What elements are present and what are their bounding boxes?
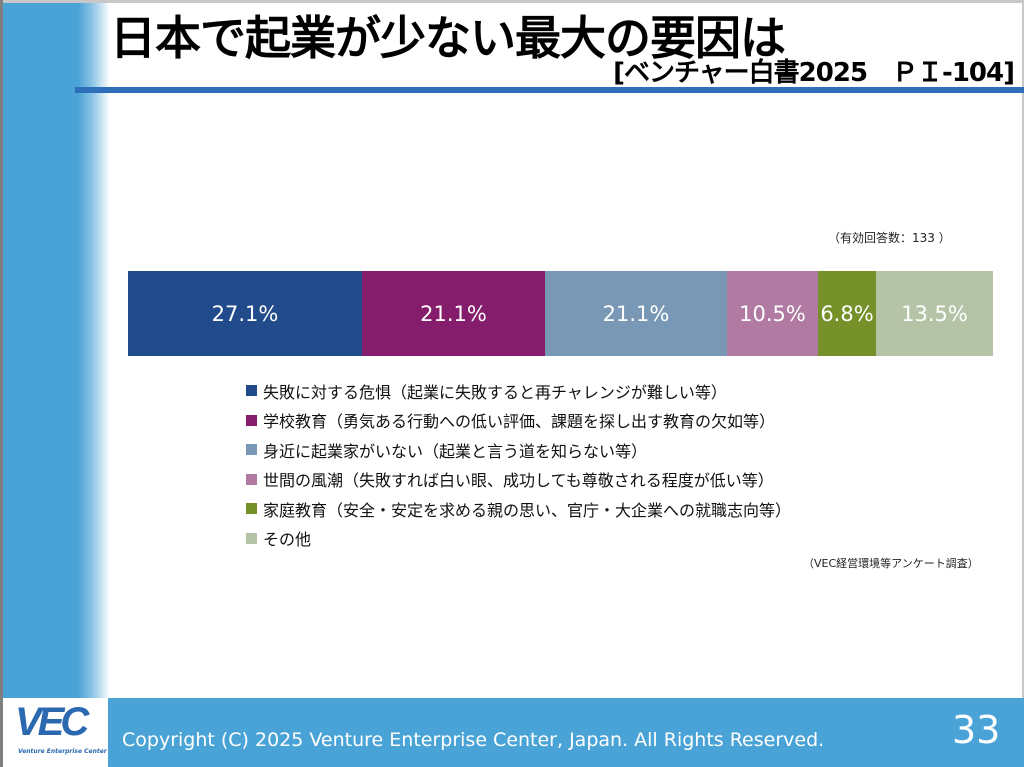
legend-swatch-icon [246, 385, 257, 397]
slide-title: 日本で起業が少ない最大の要因は [110, 11, 786, 65]
bar-segment: 13.5% [876, 271, 993, 356]
copyright-text: Copyright (C) 2025 Venture Enterprise Ce… [122, 729, 825, 751]
legend-swatch-icon [246, 503, 257, 515]
respondents-note: （有効回答数：133 ） [828, 231, 951, 245]
left-decorative-band [0, 0, 110, 698]
title-divider [75, 87, 1024, 93]
data-label: 13.5% [901, 301, 968, 326]
stacked-bar: 27.1% 21.1% 21.1% 10.5% 6.8% 13.5% [128, 271, 993, 356]
bar-segment: 27.1% [128, 271, 362, 356]
legend-label: 失敗に対する危惧（起業に失敗すると再チャレンジが難しい等） [263, 382, 727, 402]
legend-label: 身近に起業家がいない（起業と言う道を知らない等） [263, 441, 648, 461]
data-label: 21.1% [602, 301, 670, 326]
slide-left-border [0, 0, 3, 767]
source-note: （VEC経営環境等アンケート調査） [803, 557, 979, 570]
slide-right-border [1022, 0, 1024, 767]
legend-item: 家庭教育（安全・安定を求める親の思い、官庁・大企業への就職志向等） [246, 494, 791, 524]
chart-legend: 失敗に対する危惧（起業に失敗すると再チャレンジが難しい等） 学校教育（勇気ある行動… [246, 376, 791, 553]
bar-segment: 10.5% [727, 271, 818, 356]
legend-swatch-icon [246, 444, 257, 456]
legend-swatch-icon [246, 532, 257, 544]
slide-subtitle: [ベンチャー白書2025 ＰＩ-104] [613, 58, 1015, 88]
data-label: 21.1% [420, 301, 487, 326]
legend-label: その他 [263, 530, 312, 550]
bar-segment: 6.8% [818, 271, 876, 356]
data-label: 10.5% [739, 301, 806, 326]
data-label: 27.1% [211, 301, 279, 326]
footer-bar [108, 698, 1024, 767]
page-number: 33 [952, 708, 1001, 752]
vec-logo-subtitle: Venture Enterprise Center [18, 748, 107, 755]
bar-segment: 21.1% [362, 271, 545, 356]
legend-label: 学校教育（勇気ある行動への低い評価、課題を探し出す教育の欠如等） [263, 412, 776, 432]
legend-label: 世間の風潮（失敗すれば白い眼、成功しても尊敬される程度が低い等） [263, 471, 774, 491]
legend-item: 世間の風潮（失敗すれば白い眼、成功しても尊敬される程度が低い等） [246, 465, 791, 495]
legend-swatch-icon [246, 473, 257, 485]
vec-logo: VEC [15, 700, 89, 744]
legend-label: 家庭教育（安全・安定を求める親の思い、官庁・大企業への就職志向等） [263, 500, 792, 520]
logo-container [3, 698, 108, 767]
legend-item: その他 [246, 524, 791, 554]
legend-item: 学校教育（勇気ある行動への低い評価、課題を探し出す教育の欠如等） [246, 406, 791, 436]
bar-segment: 21.1% [545, 271, 727, 356]
legend-item: 失敗に対する危惧（起業に失敗すると再チャレンジが難しい等） [246, 376, 791, 406]
legend-item: 身近に起業家がいない（起業と言う道を知らない等） [246, 435, 791, 465]
data-label: 6.8% [820, 301, 874, 326]
legend-swatch-icon [246, 414, 257, 426]
slide-top-border [0, 0, 1024, 3]
